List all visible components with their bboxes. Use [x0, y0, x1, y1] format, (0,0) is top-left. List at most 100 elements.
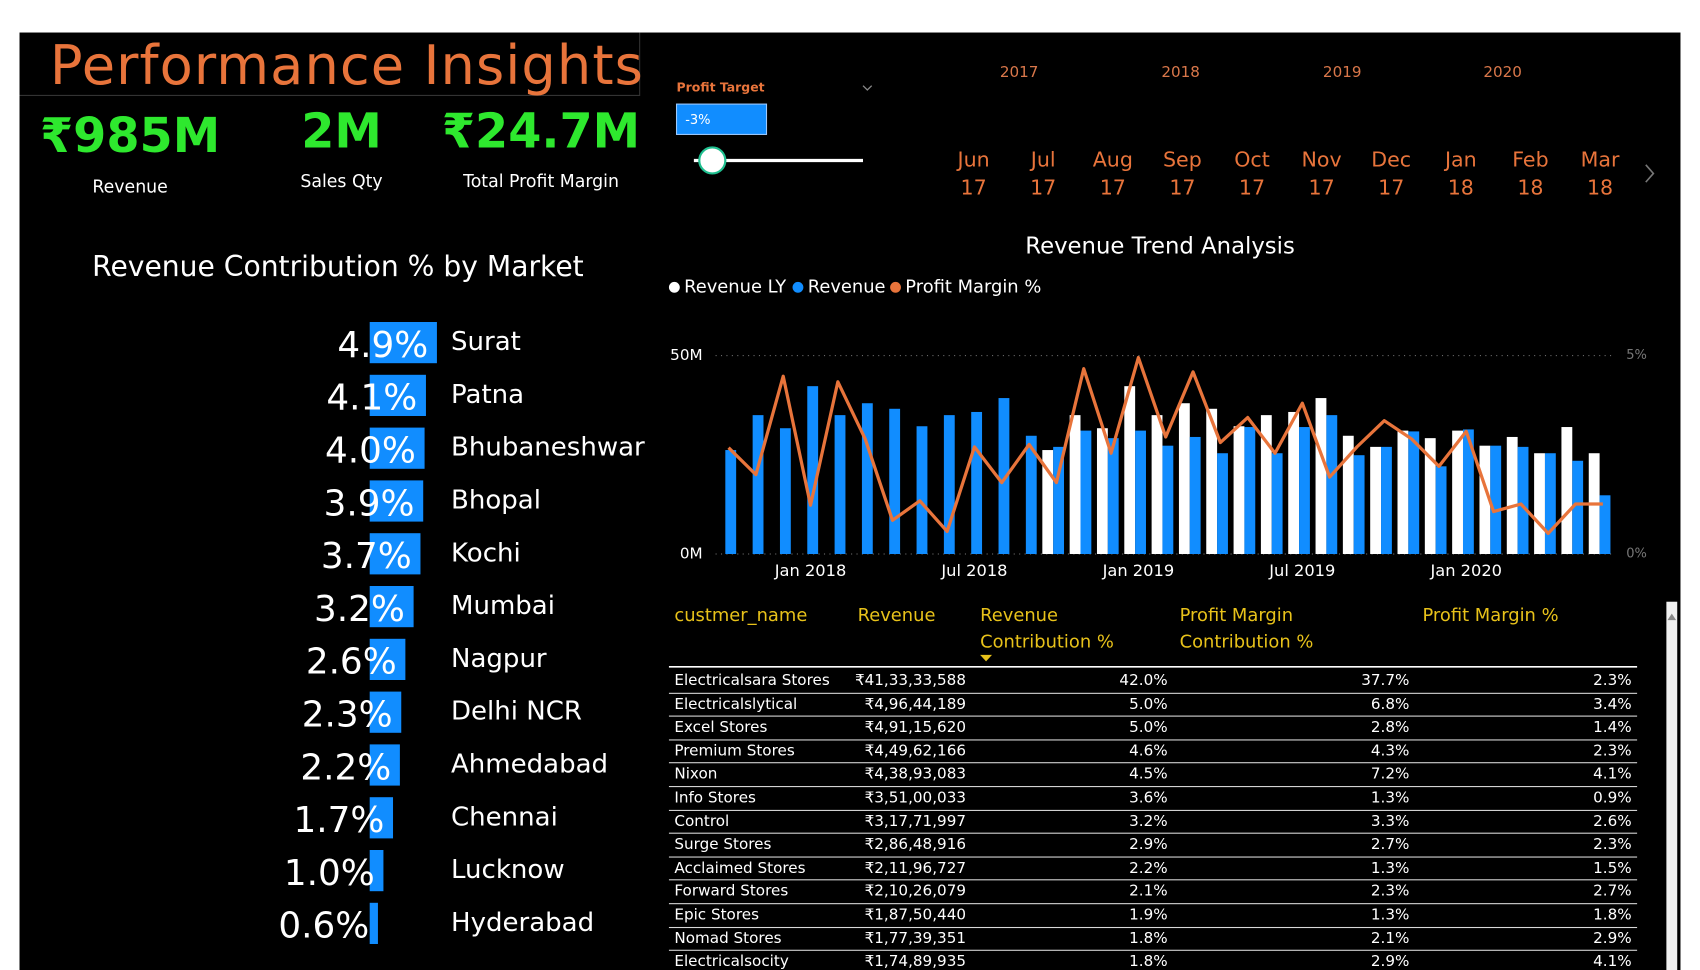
table-cell: 1.5%: [1593, 859, 1632, 877]
category-label: Delhi NCR: [451, 697, 582, 727]
bar-value-label: 2.3%: [302, 695, 393, 736]
timeline-month-year[interactable]: 17: [1169, 176, 1195, 200]
table-cell: ₹1,77,39,351: [864, 929, 967, 948]
bar: [1288, 411, 1300, 555]
timeline-month-year[interactable]: 17: [1309, 176, 1335, 200]
bar: [1206, 408, 1218, 555]
slicer-value: -3%: [685, 113, 710, 128]
table-cell: 1.3%: [1370, 789, 1410, 807]
legend-label[interactable]: Revenue: [808, 276, 886, 297]
category-label: Kochi: [451, 538, 521, 568]
timeline-month[interactable]: Dec: [1371, 147, 1411, 171]
table-cell: 3.2%: [1129, 812, 1168, 831]
table-cell: 1.4%: [1593, 719, 1632, 737]
table-cell: 1.3%: [1370, 859, 1410, 877]
column-header[interactable]: Revenue Contribution %: [980, 604, 1114, 652]
category-label: Patna: [451, 380, 524, 410]
timeline-year[interactable]: 2017: [1000, 63, 1039, 81]
timeline-month-year[interactable]: 17: [1239, 176, 1265, 200]
x-tick-label: Jan 2018: [774, 561, 847, 580]
column-header[interactable]: custmer_name: [674, 604, 808, 626]
row-line: [668, 856, 1638, 858]
table-cell: 37.7%: [1361, 672, 1410, 690]
timeline-next[interactable]: [1645, 164, 1655, 183]
table-cell: 6.8%: [1370, 695, 1410, 713]
legend-label[interactable]: Revenue LY: [684, 276, 786, 297]
category-label: Lucknow: [451, 855, 565, 885]
timeline-month[interactable]: Jun: [956, 147, 990, 171]
bar: [1452, 430, 1463, 555]
timeline-month[interactable]: Oct: [1234, 147, 1270, 171]
timeline-year[interactable]: 2019: [1323, 63, 1362, 81]
table-cell: 2.1%: [1370, 929, 1410, 948]
bar: [1534, 453, 1545, 555]
bar: [1353, 455, 1365, 555]
timeline-month[interactable]: Sep: [1163, 147, 1202, 171]
legend-label[interactable]: Profit Margin %: [905, 276, 1041, 297]
table-cell: ₹1,87,50,440: [864, 906, 967, 924]
category-label: Bhubaneshwar: [451, 433, 645, 463]
column-header[interactable]: Profit Margin %: [1422, 604, 1559, 626]
bar: [1025, 435, 1037, 555]
timeline-month-year[interactable]: 18: [1517, 176, 1543, 200]
bar: [369, 797, 394, 839]
timeline-month[interactable]: Nov: [1302, 147, 1342, 171]
timeline-month-year[interactable]: 18: [1448, 176, 1474, 200]
table-cell: 4.1%: [1593, 765, 1632, 784]
table-cell: 2.6%: [1593, 812, 1632, 831]
bar-value-label: 3.2%: [314, 589, 405, 630]
bar: [1326, 415, 1338, 555]
timeline-year[interactable]: 2018: [1161, 63, 1200, 81]
customer-name: Forward Stores: [674, 882, 789, 901]
column-header[interactable]: Profit Margin Contribution %: [1179, 604, 1314, 652]
row-line: [668, 786, 1638, 788]
kpi-label: Sales Qty: [300, 172, 382, 192]
row-line: [668, 832, 1638, 834]
slicer-input[interactable]: [675, 103, 768, 135]
table-cell: 2.8%: [1370, 719, 1410, 737]
category-label: Hyderabad: [451, 908, 594, 938]
timeline-month[interactable]: Jan: [1443, 147, 1477, 171]
bar: [998, 398, 1010, 555]
timeline-month[interactable]: Jul: [1029, 147, 1056, 171]
bar: [916, 426, 928, 555]
row-line: [668, 739, 1638, 741]
table-cell: ₹4,38,93,083: [864, 765, 967, 784]
table-cell: 1.9%: [1129, 906, 1168, 924]
customer-name: Surge Stores: [674, 836, 772, 854]
bar: [1151, 415, 1163, 555]
bar: [1424, 438, 1436, 555]
table-cell: ₹3,51,00,033: [864, 789, 967, 807]
slider-knob[interactable]: [698, 146, 727, 175]
timeline-month-year[interactable]: 17: [1100, 176, 1126, 200]
legend-marker: [668, 281, 680, 293]
table-cell: 2.3%: [1593, 836, 1632, 854]
bar: [369, 902, 378, 944]
table-cell: ₹2,11,96,727: [864, 859, 967, 877]
column-header[interactable]: Revenue: [857, 604, 936, 626]
timeline-month-year[interactable]: 18: [1587, 176, 1613, 200]
bar-value-label: 4.1%: [326, 378, 417, 419]
slicer-label: Profit Target: [677, 79, 765, 94]
scroll-up[interactable]: [1667, 613, 1677, 621]
bar-value-label: 4.9%: [337, 325, 428, 366]
row-line: [668, 715, 1638, 717]
dropdown-chevron[interactable]: [862, 85, 873, 91]
kpi-value: 2M: [301, 104, 382, 159]
bar: [1397, 430, 1409, 555]
timeline-month[interactable]: Feb: [1512, 147, 1548, 171]
timeline-month-year[interactable]: 17: [1030, 176, 1056, 200]
table-cell: ₹4,91,15,620: [864, 719, 967, 737]
timeline-year[interactable]: 2020: [1483, 63, 1522, 81]
scrollbar[interactable]: [1666, 601, 1678, 970]
timeline-month[interactable]: Aug: [1093, 147, 1133, 171]
title-frame: [19, 32, 641, 96]
table-cell: ₹4,49,62,166: [864, 742, 967, 760]
timeline-month-year[interactable]: 17: [1378, 176, 1404, 200]
timeline-month[interactable]: Mar: [1581, 147, 1620, 171]
chart-title: Revenue Contribution % by Market: [92, 250, 584, 283]
customer-name: Nixon: [674, 765, 718, 784]
bar: [369, 849, 384, 892]
timeline-month-year[interactable]: 17: [960, 176, 986, 200]
bar-value-label: 4.0%: [325, 431, 416, 472]
